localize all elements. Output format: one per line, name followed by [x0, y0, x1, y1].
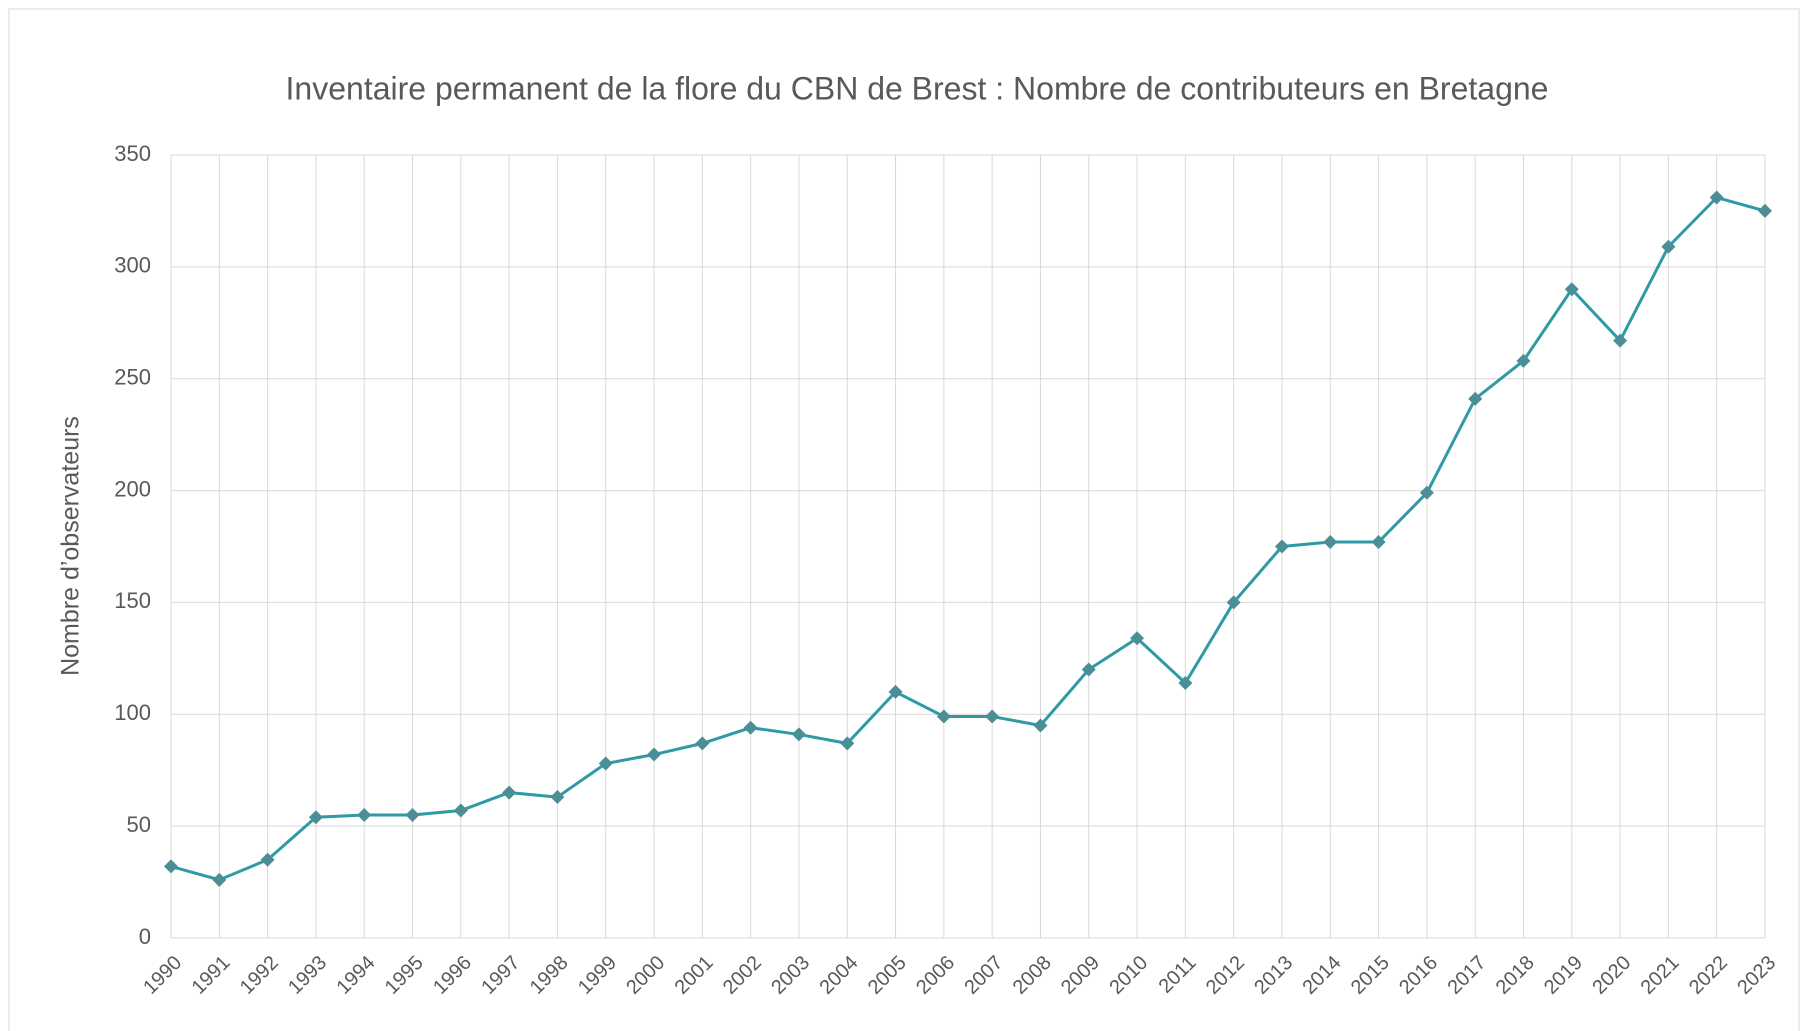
data-point — [1274, 539, 1289, 554]
data-point — [357, 807, 372, 822]
data-point — [743, 720, 758, 735]
y-tick-label: 100 — [114, 700, 151, 725]
data-point — [453, 803, 468, 818]
data-point — [212, 872, 227, 887]
data-point — [791, 727, 806, 742]
data-point — [888, 684, 903, 699]
data-point — [1178, 675, 1193, 690]
data-point — [1033, 718, 1048, 733]
data-point — [260, 852, 275, 867]
data-point — [1371, 535, 1386, 550]
data-point — [1709, 190, 1724, 205]
data-point — [308, 810, 323, 825]
data-point — [405, 807, 420, 822]
data-point — [936, 709, 951, 724]
data-point — [1226, 595, 1241, 610]
y-tick-label: 350 — [114, 141, 151, 166]
y-tick-label: 250 — [114, 365, 151, 390]
y-tick-label: 0 — [139, 924, 151, 949]
y-tick-label: 50 — [127, 812, 151, 837]
data-point — [647, 747, 662, 762]
data-point — [1323, 535, 1338, 550]
data-point — [1130, 631, 1145, 646]
data-point — [1758, 203, 1772, 218]
y-tick-label: 200 — [114, 476, 151, 501]
data-point — [598, 756, 613, 771]
data-point — [1081, 662, 1096, 677]
y-tick-label: 300 — [114, 253, 151, 278]
data-point — [502, 785, 517, 800]
data-point — [550, 790, 565, 805]
data-point — [1468, 391, 1483, 406]
data-point — [164, 859, 178, 874]
data-point — [1613, 333, 1628, 348]
data-point — [1419, 485, 1434, 500]
data-point — [1661, 239, 1676, 254]
series-line — [170, 195, 1766, 882]
data-point — [840, 736, 855, 751]
data-point — [1564, 282, 1579, 297]
y-tick-label: 150 — [114, 588, 151, 613]
chart-border — [8, 8, 1800, 1031]
data-point — [695, 736, 710, 751]
chart-title: Inventaire permanent de la flore du CBN … — [286, 70, 1549, 106]
data-point — [1516, 353, 1531, 368]
data-point — [985, 709, 1000, 724]
y-axis-label: Nombre d’observateurs — [57, 416, 85, 676]
